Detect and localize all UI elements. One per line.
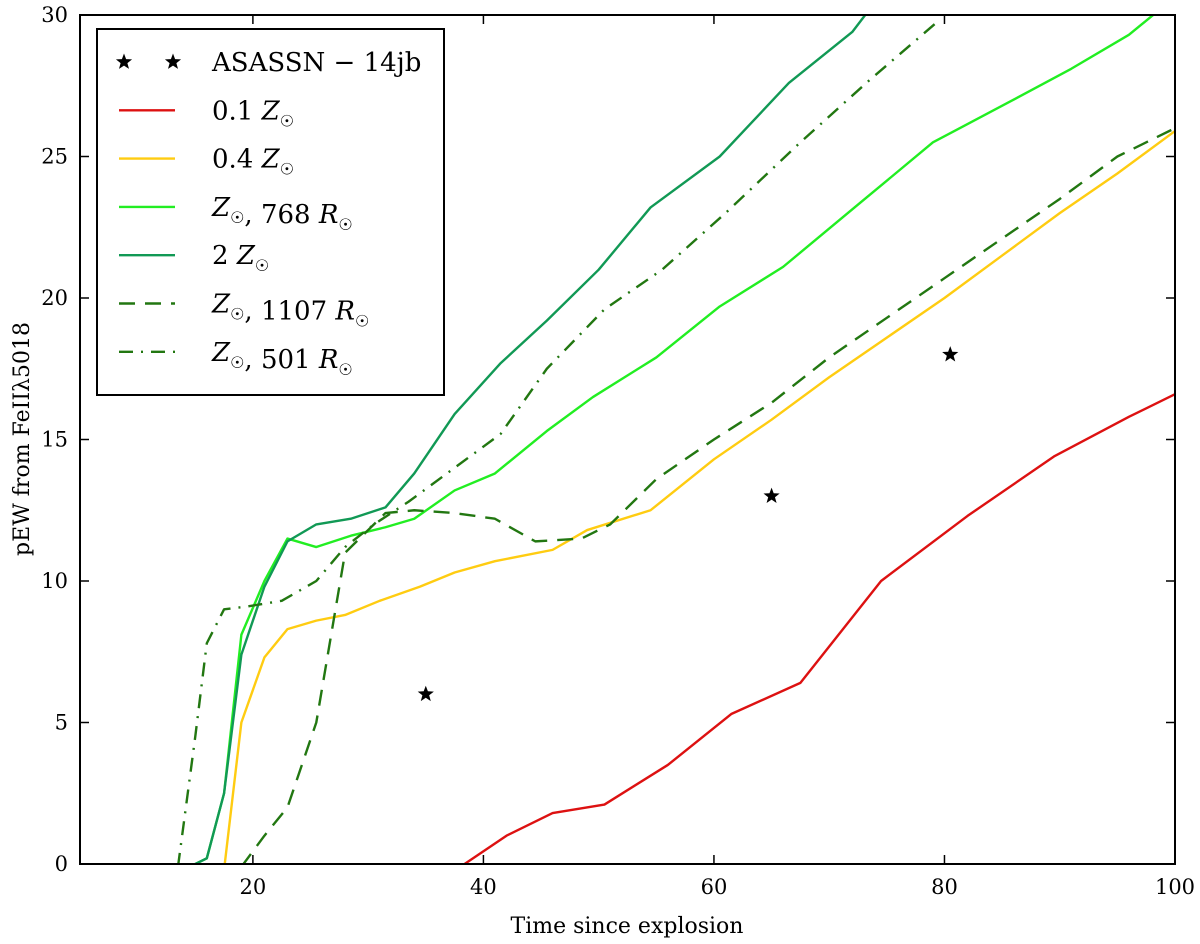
legend-label: 2 Z☉	[212, 241, 269, 275]
legend-swatch-star	[115, 53, 133, 69]
x-tick-label: 40	[470, 875, 497, 899]
data-point-star	[417, 685, 434, 702]
legend-label: ASASSN − 14jb	[211, 48, 421, 78]
x-axis-label: Time since explosion	[511, 914, 744, 939]
legend-box	[96, 28, 445, 396]
plot-frame	[79, 14, 1176, 865]
legend-label: Z☉, 501 R☉	[211, 338, 353, 379]
series-line-zsun-1107-rsun	[241, 127, 1175, 864]
x-tick-label: 60	[701, 875, 728, 899]
marker-layer	[417, 346, 959, 702]
legend-label: Z☉, 1107 R☉	[211, 290, 369, 331]
series-layer	[177, 15, 1175, 864]
series-line-zsun-501-rsun	[177, 19, 940, 864]
axis-ticks: 20 40 60 80 100 0 5 10 15 20 25 30	[41, 3, 1195, 899]
y-tick-label: 10	[41, 569, 68, 593]
legend-label: 0.4 Z☉	[212, 145, 294, 179]
y-axis-label: pEW from FeIIλ5018	[10, 322, 35, 556]
legend: ASASSN − 14jb 0.1 Z☉ 0.4 Z☉ Z☉, 768 R☉ 2 Z☉ Z…	[96, 28, 445, 396]
x-tick-label: 100	[1155, 875, 1195, 899]
series-line-2-zsun	[192, 15, 867, 864]
y-tick-label: 30	[41, 3, 68, 27]
y-tick-label: 5	[55, 711, 68, 735]
data-point-star	[942, 346, 959, 362]
x-tick-label: 20	[240, 875, 267, 899]
legend-swatch-star	[164, 53, 182, 69]
data-point-star	[763, 487, 780, 503]
y-tick-label: 0	[55, 852, 68, 876]
y-tick-label: 20	[41, 286, 68, 310]
legend-label: 0.1 Z☉	[212, 96, 294, 130]
series-line-zsun-768-rsun	[192, 15, 1155, 864]
series-line-0-1-zsun	[462, 393, 1175, 864]
legend-label: Z☉, 768 R☉	[211, 193, 353, 234]
x-tick-label: 80	[931, 875, 958, 899]
y-tick-label: 15	[41, 428, 68, 452]
y-tick-label: 25	[41, 145, 68, 169]
